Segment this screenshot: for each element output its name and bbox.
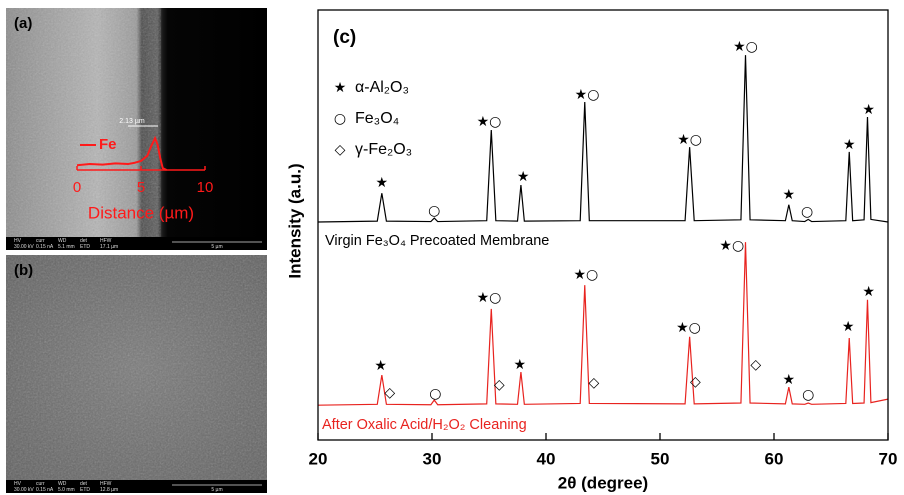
legend-symbol: ★ [334,80,347,96]
peak-marker: ★ [517,169,530,185]
x-tick-label: 10 [197,179,214,196]
peak-marker: ★○ [477,290,502,306]
info-head: curr [36,238,45,244]
x-tick-label: 20 [309,449,328,468]
scale-bar-label: 5 µm [211,244,222,250]
info-bar [6,237,267,250]
peak-marker: ★ [783,372,796,388]
x-tick-label: 40 [537,449,556,468]
info-head: det [80,481,88,487]
info-head: curr [36,481,45,487]
peak-marker: ★ [862,102,875,118]
peak-marker: ○ [802,387,814,403]
plot-frame [317,9,889,441]
scale-bar-label: 5 µm [211,487,222,493]
info-value: 30.00 kV [14,487,34,493]
series-line [317,242,889,406]
peak-marker: ◇ [494,377,505,393]
peak-marker: ★○ [719,238,744,254]
info-head: HV [14,481,22,487]
x-tick-label: 5 [137,179,145,196]
legend-symbol: ◇ [335,142,346,158]
info-head: WD [58,238,67,244]
info-bar [6,480,267,493]
legend-label: γ-Fe₂O₃ [355,141,412,158]
peak-marker: ★○ [575,87,600,103]
info-head: HFW [100,238,112,244]
info-value: 5.0 mm [58,487,75,493]
legend-label: Fe₃O₄ [355,110,399,127]
info-value: ETD [80,487,90,493]
peak-marker: ★ [376,175,389,191]
sem-texture [6,8,161,237]
sem-texture [6,255,267,480]
x-axis-label: 2θ (degree) [558,473,648,492]
x-axis-label: Distance (µm) [88,203,194,222]
peak-marker: ★ [374,358,387,374]
info-value: 17.1 µm [100,244,118,250]
annotation: 2.13 µm [119,118,145,125]
x-tick-label: 50 [651,449,670,468]
series-line [76,135,168,171]
peak-marker: ◇ [588,375,599,391]
peak-marker: ◇ [750,357,761,373]
series-label: Virgin Fe₃O₄ Precoated Membrane [325,233,549,249]
info-value: ETD [80,244,90,250]
peak-marker: ★ [783,187,796,203]
info-value: 5.1 mm [58,244,75,250]
peak-marker: ★ [842,319,855,335]
x-tick-label: 0 [73,179,81,196]
peak-marker: ★ [843,137,856,153]
info-head: WD [58,481,67,487]
info-head: det [80,238,88,244]
x-tick-label: 30 [423,449,442,468]
panel-label: (b) [14,262,33,279]
peak-marker: ○ [428,203,440,219]
peak-marker: ◇ [384,385,395,401]
peak-marker: ○ [429,386,441,402]
panel-a [6,8,267,250]
legend-label: α-Al₂O₃ [355,79,409,96]
series-label: After Oxalic Acid/H₂O₂ Cleaning [322,417,527,433]
info-head: HFW [100,481,112,487]
peak-marker: ★○ [733,39,758,55]
x-tick-label: 70 [879,449,898,468]
info-value: 30.00 kV [14,244,34,250]
info-value: 12.8 µm [100,487,118,493]
peak-marker: ★○ [574,267,599,283]
x-tick-label: 60 [765,449,784,468]
info-value: 0.15 nA [36,487,54,493]
peak-marker: ★○ [477,114,502,130]
peak-marker: ★ [862,284,875,300]
y-axis-label: Intensity (a.u.) [285,163,304,278]
legend-label: Fe [99,136,117,153]
panel-label: (a) [14,15,32,32]
peak-marker: ○ [801,204,813,220]
info-head: HV [14,238,22,244]
legend-symbol: ○ [334,111,346,127]
info-value: 0.15 nA [36,244,54,250]
series-line [317,55,889,223]
peak-marker: ★○ [677,132,702,148]
panel-label: (c) [333,27,356,48]
peak-marker: ★○ [676,320,701,336]
peak-marker: ◇ [690,374,701,390]
peak-marker: ★ [513,357,526,373]
panel-b [6,255,267,493]
